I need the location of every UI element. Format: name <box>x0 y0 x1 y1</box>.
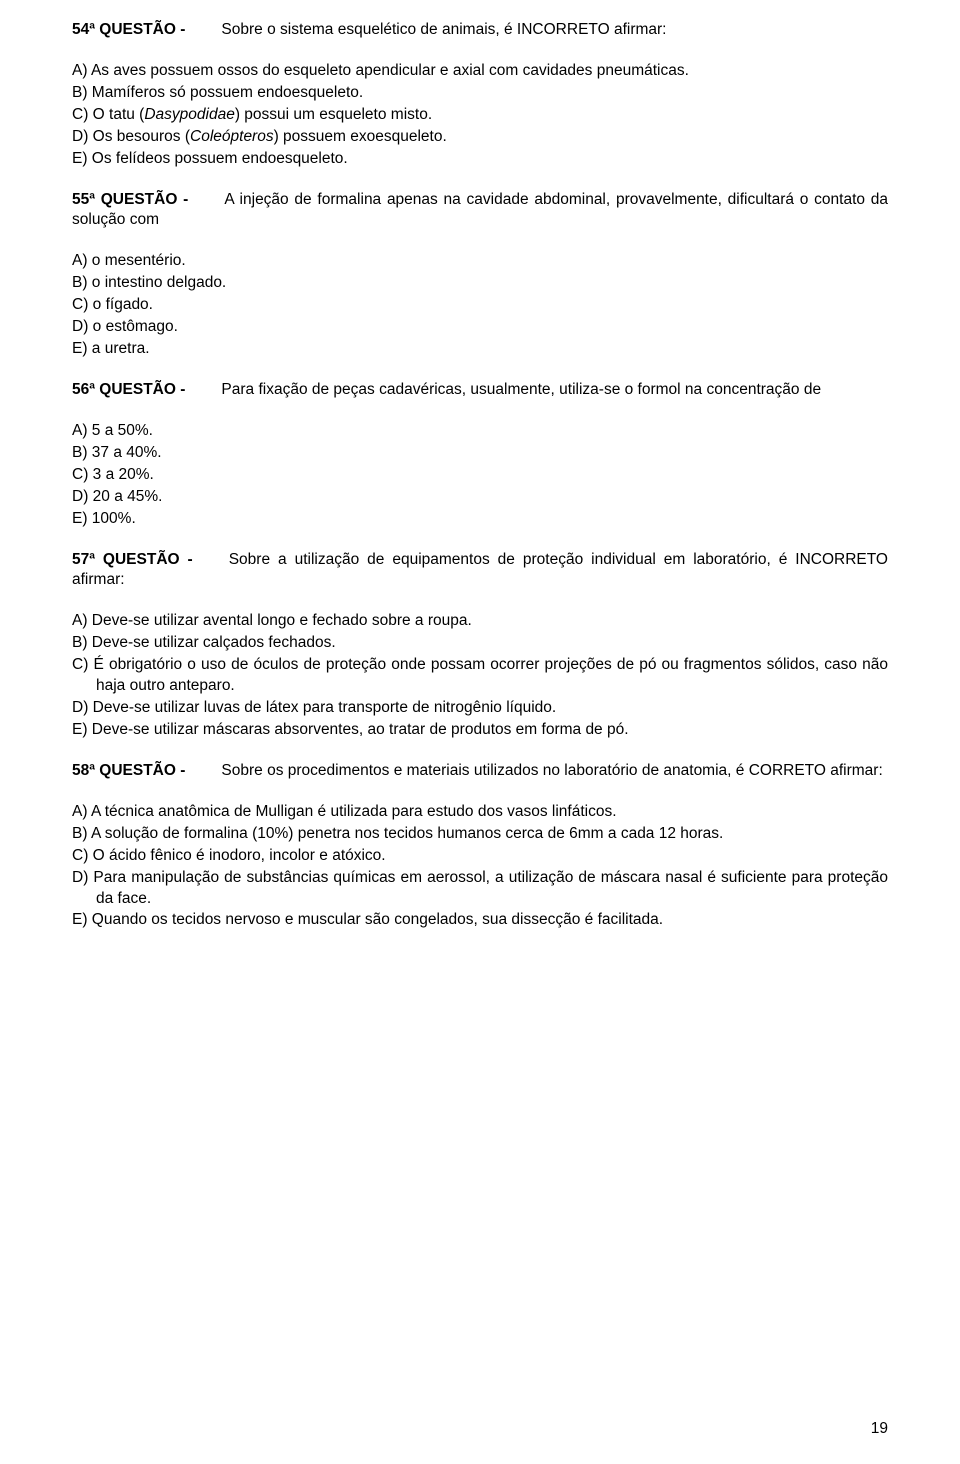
question-57-option-e: E) Deve-se utilizar máscaras absorventes… <box>72 720 888 741</box>
question-56-stem: 56ª QUESTÃO - Para fixação de peças cadav… <box>72 380 888 401</box>
question-54-option-d: D) Os besouros (Coleópteros) possuem exo… <box>72 127 888 148</box>
question-54-option-c: C) O tatu (Dasypodidae) possui um esquel… <box>72 105 888 126</box>
question-55-option-c: C) o fígado. <box>72 295 888 316</box>
question-55-option-b: B) o intestino delgado. <box>72 273 888 294</box>
question-58-option-e: E) Quando os tecidos nervoso e muscular … <box>72 910 888 931</box>
question-56-option-e: E) 100%. <box>72 509 888 530</box>
question-56-option-b: B) 37 a 40%. <box>72 443 888 464</box>
question-54-stem: 54ª QUESTÃO - Sobre o sistema esquelético… <box>72 20 888 41</box>
question-54-option-b: B) Mamíferos só possuem endoesqueleto. <box>72 83 888 104</box>
question-57: 57ª QUESTÃO -Sobre a utilização de equip… <box>72 550 888 741</box>
question-54-number: 54ª QUESTÃO - <box>72 21 185 38</box>
question-58-option-a: A) A técnica anatômica de Mulligan é uti… <box>72 802 888 823</box>
q54-d-italic: Coleópteros <box>190 128 274 145</box>
q54-c-pre: C) O tatu ( <box>72 106 144 123</box>
question-54-stem-text: Sobre o sistema esquelético de animais, … <box>221 21 666 38</box>
question-58: 58ª QUESTÃO - Sobre os procedimentos e ma… <box>72 761 888 931</box>
question-57-stem-text: Sobre a utilização de equipamentos de pr… <box>72 551 888 589</box>
question-56: 56ª QUESTÃO - Para fixação de peças cadav… <box>72 380 888 530</box>
question-56-option-d: D) 20 a 45%. <box>72 487 888 508</box>
question-57-option-a: A) Deve-se utilizar avental longo e fech… <box>72 611 888 632</box>
q54-d-pre: D) Os besouros ( <box>72 128 190 145</box>
question-58-stem-text: Sobre os procedimentos e materiais utili… <box>221 762 882 779</box>
question-58-option-d: D) Para manipulação de substâncias quími… <box>72 868 888 910</box>
page-number: 19 <box>871 1419 888 1440</box>
question-57-option-b: B) Deve-se utilizar calçados fechados. <box>72 633 888 654</box>
question-55-option-e: E) a uretra. <box>72 339 888 360</box>
question-55-options: A) o mesentério. B) o intestino delgado.… <box>72 251 888 360</box>
q54-d-post: ) possuem exoesqueleto. <box>274 128 447 145</box>
question-55: 55ª QUESTÃO -A injeção de formalina apen… <box>72 190 888 360</box>
question-58-stem: 58ª QUESTÃO - Sobre os procedimentos e ma… <box>72 761 888 782</box>
question-55-option-a: A) o mesentério. <box>72 251 888 272</box>
question-55-option-d: D) o estômago. <box>72 317 888 338</box>
question-54-option-a: A) As aves possuem ossos do esqueleto ap… <box>72 61 888 82</box>
question-57-number: 57ª QUESTÃO - <box>72 551 193 568</box>
question-57-option-c: C) É obrigatório o uso de óculos de prot… <box>72 655 888 697</box>
question-55-stem-text: A injeção de formalina apenas na cavidad… <box>72 191 888 229</box>
question-56-option-c: C) 3 a 20%. <box>72 465 888 486</box>
question-56-options: A) 5 a 50%. B) 37 a 40%. C) 3 a 20%. D) … <box>72 421 888 530</box>
question-58-options: A) A técnica anatômica de Mulligan é uti… <box>72 802 888 932</box>
question-54-option-e: E) Os felídeos possuem endoesqueleto. <box>72 149 888 170</box>
question-56-number: 56ª QUESTÃO - <box>72 381 185 398</box>
question-55-number: 55ª QUESTÃO - <box>72 191 188 208</box>
question-57-stem: 57ª QUESTÃO -Sobre a utilização de equip… <box>72 550 888 592</box>
question-56-option-a: A) 5 a 50%. <box>72 421 888 442</box>
q54-c-post: ) possui um esqueleto misto. <box>235 106 432 123</box>
question-57-option-d: D) Deve-se utilizar luvas de látex para … <box>72 698 888 719</box>
question-56-stem-text: Para fixação de peças cadavéricas, usual… <box>221 381 821 398</box>
question-57-options: A) Deve-se utilizar avental longo e fech… <box>72 611 888 741</box>
q54-c-italic: Dasypodidae <box>144 106 234 123</box>
question-58-number: 58ª QUESTÃO - <box>72 762 185 779</box>
question-58-option-c: C) O ácido fênico é inodoro, incolor e a… <box>72 846 888 867</box>
question-55-stem: 55ª QUESTÃO -A injeção de formalina apen… <box>72 190 888 232</box>
page: 54ª QUESTÃO - Sobre o sistema esquelético… <box>0 0 960 1464</box>
question-58-option-b: B) A solução de formalina (10%) penetra … <box>72 824 888 845</box>
question-54-options: A) As aves possuem ossos do esqueleto ap… <box>72 61 888 170</box>
question-54: 54ª QUESTÃO - Sobre o sistema esquelético… <box>72 20 888 170</box>
